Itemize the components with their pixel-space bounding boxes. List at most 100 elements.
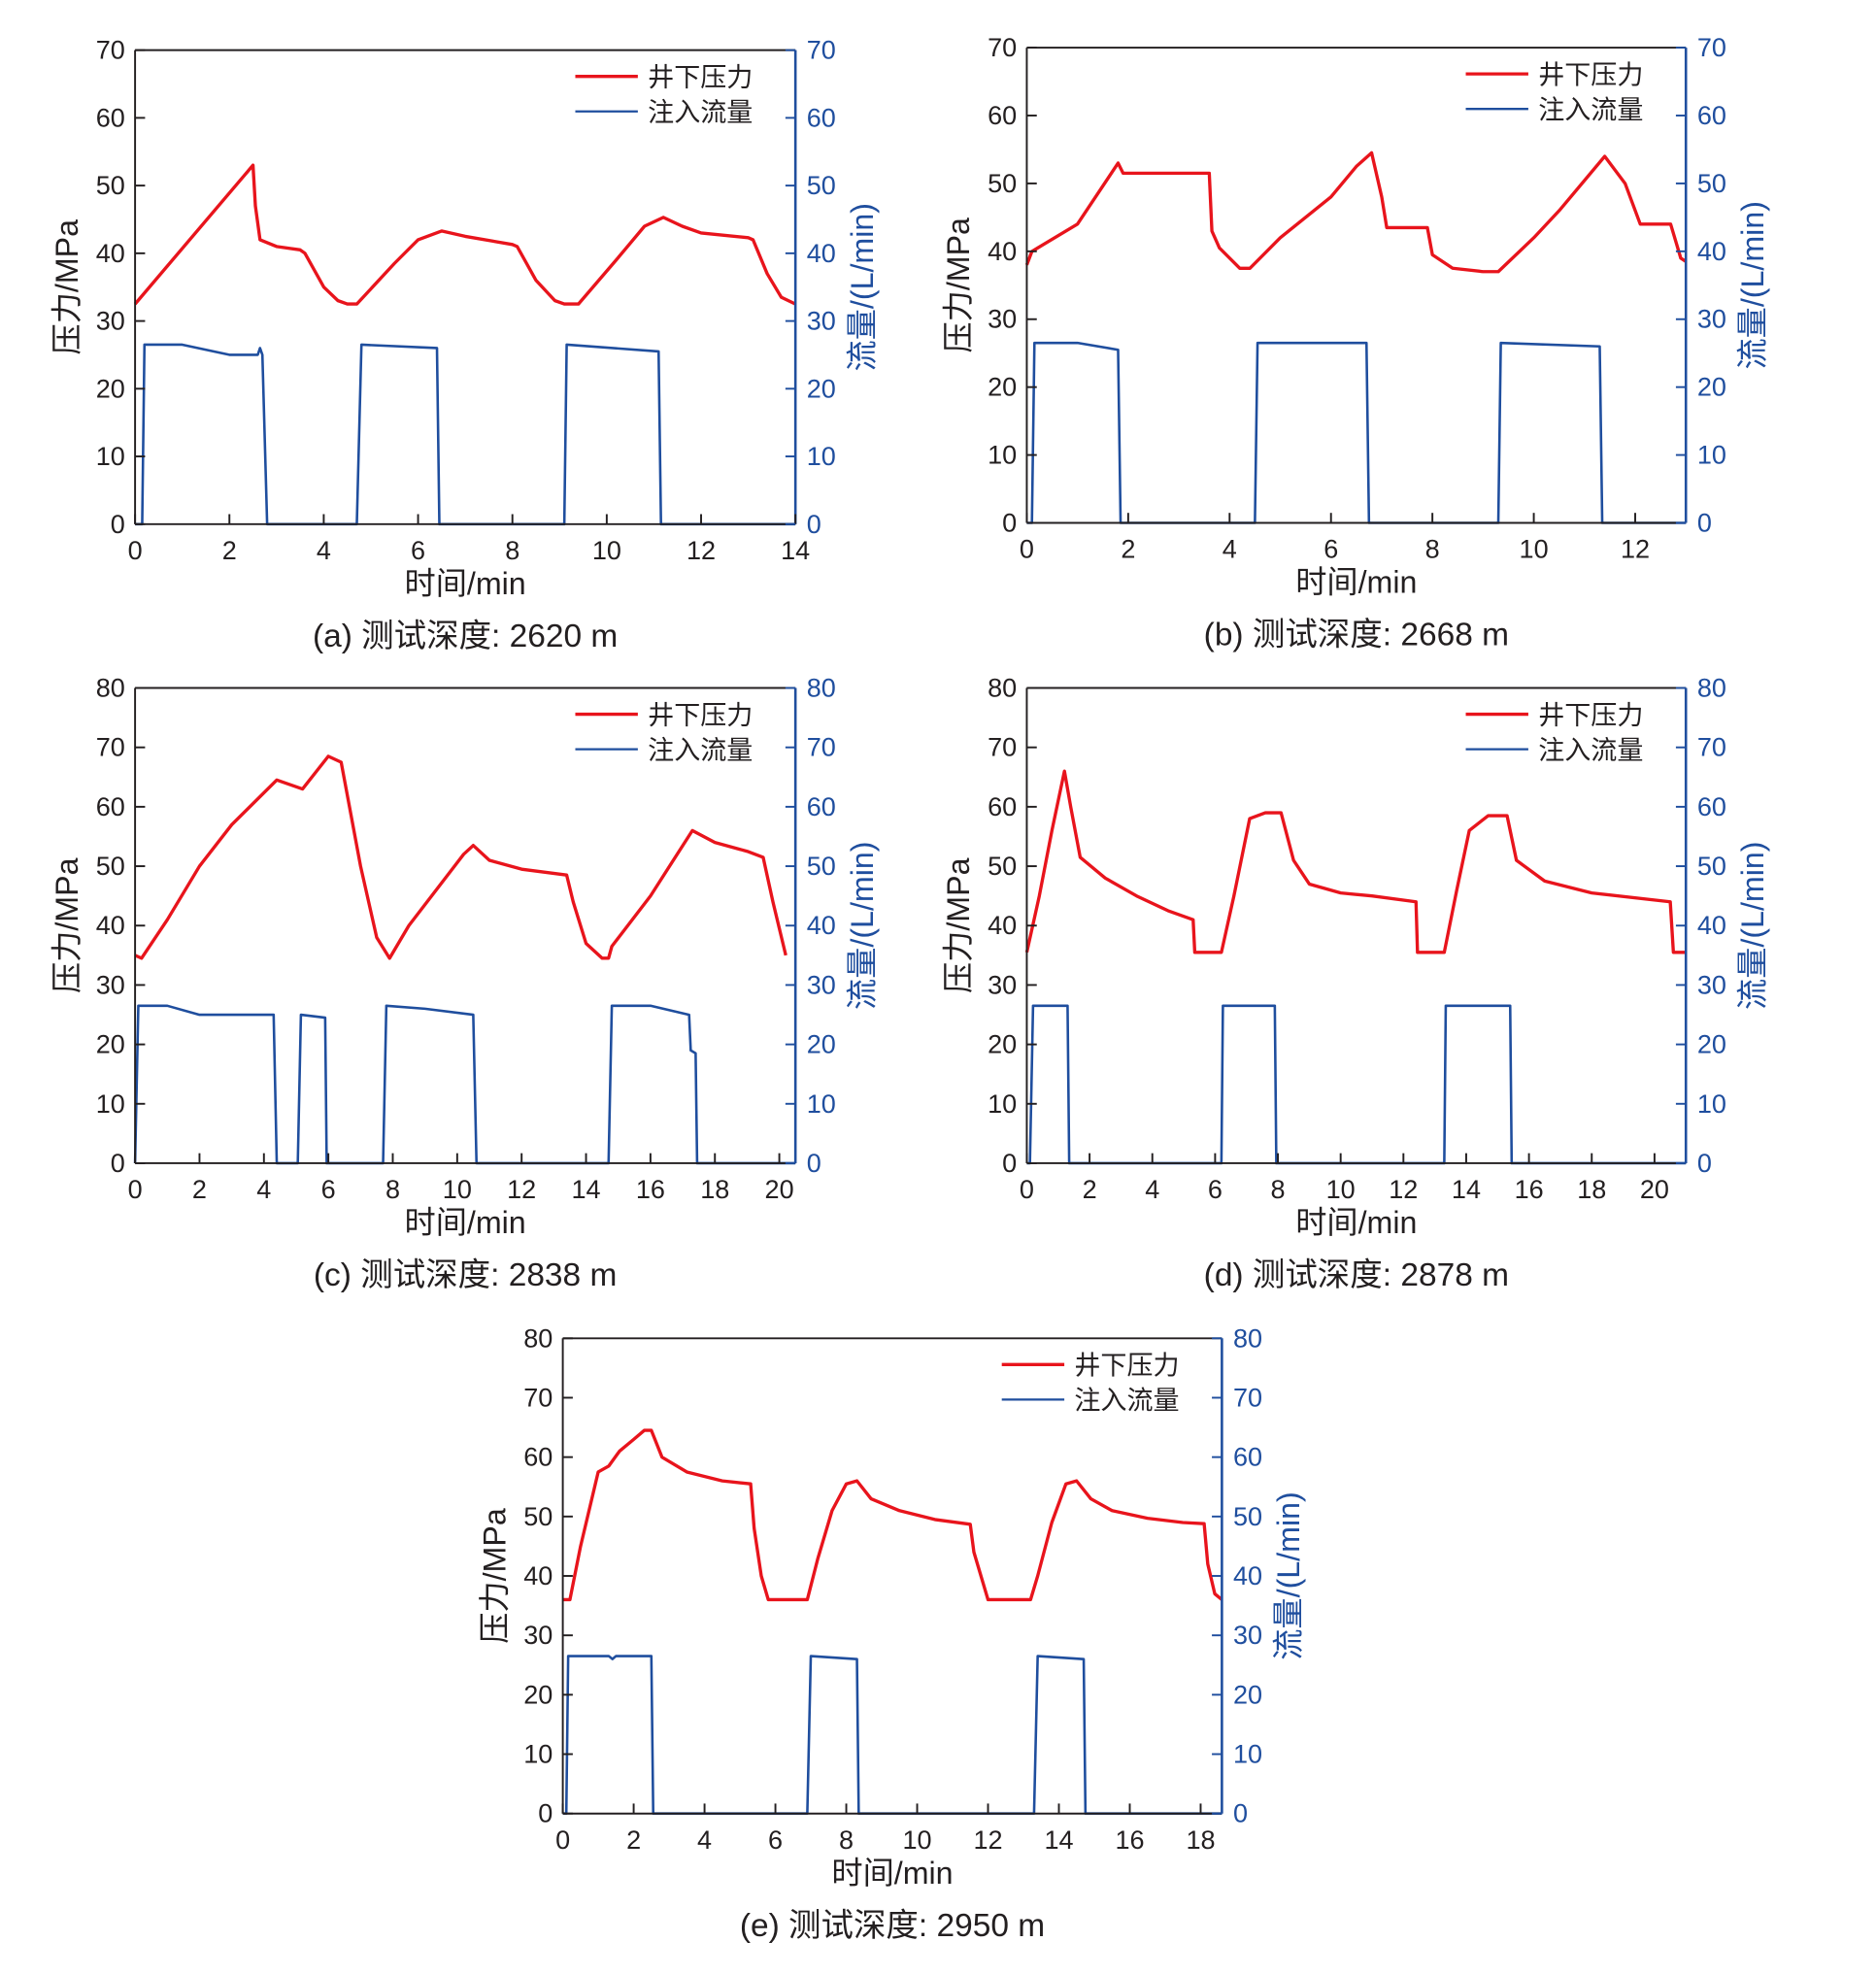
- x-tick-label: 18: [1186, 1825, 1215, 1855]
- x-tick-label: 4: [256, 1175, 271, 1204]
- x-tick-label: 20: [1640, 1175, 1669, 1204]
- y2-axis-label: 流量/(L/min): [1735, 842, 1770, 1010]
- legend-label: 注入流量: [1538, 736, 1643, 765]
- y-tick-label: 80: [523, 1323, 553, 1353]
- y-tick-label: 40: [988, 911, 1017, 940]
- x-tick-label: 12: [1621, 535, 1650, 564]
- y-tick-label: 10: [988, 441, 1017, 470]
- x-tick-label: 8: [505, 536, 519, 565]
- y2-tick-label: 80: [807, 674, 836, 703]
- x-tick-label: 4: [697, 1825, 712, 1855]
- legend-label: 注入流量: [1074, 1387, 1179, 1416]
- y2-tick-label: 20: [807, 1030, 836, 1059]
- x-tick-label: 0: [128, 1175, 143, 1204]
- y2-tick-label: 30: [1697, 305, 1726, 334]
- flow-series-line: [562, 1655, 1223, 1816]
- panel-caption: (c) 测试深度: 2838 m: [314, 1257, 617, 1293]
- panel-caption: (e) 测试深度: 2950 m: [740, 1908, 1045, 1944]
- y2-tick-label: 40: [807, 911, 836, 940]
- y-tick-label: 0: [538, 1799, 553, 1828]
- y-tick-label: 10: [523, 1740, 553, 1769]
- y-tick-label: 40: [96, 239, 125, 268]
- y2-axis-label: 流量/(L/min): [1735, 201, 1770, 369]
- y2-tick-label: 30: [1233, 1621, 1262, 1650]
- y-tick-label: 30: [96, 307, 125, 336]
- y-tick-label: 10: [988, 1089, 1017, 1119]
- legend-label: 井下压力: [1538, 701, 1643, 730]
- x-tick-label: 4: [1145, 1175, 1159, 1204]
- panel-caption: (b) 测试深度: 2668 m: [1204, 618, 1509, 653]
- y2-tick-label: 80: [1233, 1323, 1262, 1353]
- pressure-series-line: [1024, 769, 1687, 954]
- x-tick-label: 16: [1115, 1825, 1144, 1855]
- y2-tick-label: 10: [807, 1089, 836, 1119]
- y2-tick-label: 70: [1697, 33, 1726, 62]
- x-axis-label: 时间/min: [831, 1856, 953, 1891]
- y-tick-label: 60: [988, 101, 1017, 130]
- y-tick-label: 0: [111, 1149, 125, 1178]
- legend-label: 注入流量: [648, 736, 753, 765]
- y-tick-label: 30: [523, 1621, 553, 1650]
- x-tick-label: 2: [1121, 535, 1135, 564]
- y-tick-label: 20: [988, 1030, 1017, 1059]
- x-tick-label: 10: [902, 1825, 931, 1855]
- y-tick-label: 70: [96, 36, 125, 65]
- x-tick-label: 12: [507, 1175, 536, 1204]
- y2-tick-label: 30: [807, 970, 836, 999]
- x-tick-label: 18: [1577, 1175, 1606, 1204]
- x-tick-label: 6: [1323, 535, 1338, 564]
- flow-series-line: [1026, 1004, 1687, 1165]
- pressure-series-line: [134, 754, 787, 960]
- x-axis-label: 时间/min: [1295, 565, 1417, 600]
- y-tick-label: 70: [523, 1383, 553, 1412]
- legend-label: 注入流量: [1538, 95, 1643, 124]
- x-tick-label: 2: [1083, 1175, 1097, 1204]
- x-tick-label: 0: [555, 1825, 570, 1855]
- x-tick-label: 6: [1208, 1175, 1223, 1204]
- y2-tick-label: 70: [807, 36, 836, 65]
- y-tick-label: 60: [988, 792, 1017, 821]
- x-tick-label: 6: [768, 1825, 783, 1855]
- y2-tick-label: 20: [807, 374, 836, 403]
- legend-label: 井下压力: [1538, 60, 1643, 89]
- legend-label: 井下压力: [648, 63, 753, 92]
- y-tick-label: 30: [96, 970, 125, 999]
- y-tick-label: 40: [988, 237, 1017, 266]
- x-tick-label: 14: [1452, 1175, 1481, 1204]
- y2-tick-label: 60: [1697, 101, 1726, 130]
- y2-tick-label: 70: [807, 733, 836, 762]
- y2-tick-label: 30: [1697, 970, 1726, 999]
- y2-tick-label: 70: [1697, 733, 1726, 762]
- y2-tick-label: 70: [1233, 1383, 1262, 1412]
- x-tick-label: 2: [192, 1175, 207, 1204]
- y2-tick-label: 0: [1697, 1149, 1712, 1178]
- legend-label: 井下压力: [1074, 1352, 1179, 1381]
- legend-label: 注入流量: [648, 98, 753, 127]
- y2-axis-label: 流量/(L/min): [845, 203, 880, 371]
- legend-label: 井下压力: [648, 701, 753, 730]
- x-tick-label: 16: [636, 1175, 665, 1204]
- y-tick-label: 60: [96, 792, 125, 821]
- y2-tick-label: 40: [1697, 911, 1726, 940]
- y-tick-label: 80: [96, 674, 125, 703]
- y-tick-label: 0: [1002, 509, 1017, 538]
- y2-tick-label: 10: [1697, 441, 1726, 470]
- x-tick-label: 0: [1020, 1175, 1034, 1204]
- x-tick-label: 12: [1389, 1175, 1418, 1204]
- y2-tick-label: 50: [807, 171, 836, 200]
- y-tick-label: 0: [1002, 1149, 1017, 1178]
- y2-tick-label: 30: [807, 307, 836, 336]
- x-tick-label: 10: [443, 1175, 472, 1204]
- y2-tick-label: 50: [807, 852, 836, 881]
- y2-tick-label: 50: [1697, 169, 1726, 198]
- flow-series-line: [1026, 341, 1687, 524]
- y2-tick-label: 50: [1233, 1502, 1262, 1531]
- flow-series-line: [133, 1004, 796, 1165]
- y-tick-label: 40: [523, 1561, 553, 1590]
- panel-caption: (a) 测试深度: 2620 m: [313, 619, 618, 654]
